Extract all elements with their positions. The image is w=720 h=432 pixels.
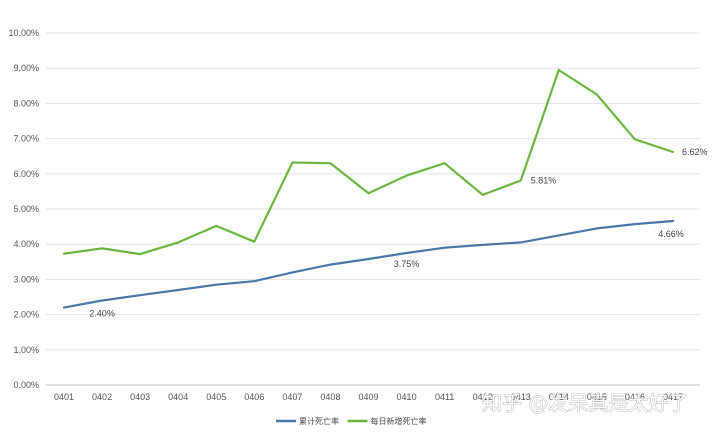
y-tick-label: 3.00% (13, 274, 39, 284)
x-axis-tick-labels: 0401 0402 0403 0404 0405 0406 0407 0408 0409 0410… (54, 392, 683, 402)
x-tick-label: 0417 (663, 392, 683, 402)
series-line-daily (62, 68, 675, 256)
x-tick-label: 0412 (473, 392, 493, 402)
y-tick-label: 10.00% (8, 28, 39, 38)
data-labels: 2.40% 3.75% 4.66% 5.81% 6.62% (89, 147, 707, 319)
y-tick-label: 6.00% (13, 169, 39, 179)
y-tick-label: 5.00% (13, 204, 39, 214)
y-tick-label: 9.00% (13, 63, 39, 73)
legend-label: 每日新增死亡率 (371, 416, 427, 426)
watermark-text: 知乎 @发呆真是太好了 (482, 391, 688, 415)
gridlines (46, 32, 700, 386)
x-tick-label: 0413 (511, 392, 531, 402)
x-tick-label: 0401 (54, 392, 74, 402)
y-tick-label: 4.00% (13, 239, 39, 249)
x-tick-label: 0410 (397, 392, 417, 402)
series-line-cumulative (62, 219, 675, 309)
legend: 累计死亡率 每日新增死亡率 (276, 416, 427, 426)
data-label: 2.40% (89, 309, 115, 319)
y-tick-label: 0.00% (13, 380, 39, 390)
legend-label: 累计死亡率 (299, 416, 339, 426)
x-tick-label: 0403 (130, 392, 150, 402)
x-tick-label: 0411 (435, 392, 454, 402)
data-label: 5.81% (531, 175, 557, 185)
x-tick-label: 0415 (587, 392, 607, 402)
data-label: 6.62% (682, 147, 708, 157)
x-tick-label: 0405 (206, 392, 226, 402)
x-tick-label: 0416 (625, 392, 645, 402)
y-tick-label: 1.00% (13, 345, 39, 355)
x-tick-label: 0414 (549, 392, 569, 402)
data-label: 3.75% (394, 259, 420, 269)
x-tick-label: 0406 (244, 392, 264, 402)
x-tick-label: 0409 (358, 392, 378, 402)
x-tick-label: 0404 (168, 392, 188, 402)
data-label: 4.66% (658, 229, 684, 239)
x-tick-label: 0402 (92, 392, 112, 402)
y-tick-label: 2.00% (13, 310, 39, 320)
y-tick-label: 8.00% (13, 98, 39, 108)
x-tick-label: 0408 (320, 392, 340, 402)
series-lines (62, 68, 675, 309)
y-axis-tick-labels: 0.00% 1.00% 2.00% 3.00% 4.00% 5.00% 6.00% 7.00%… (8, 28, 39, 390)
y-tick-label: 7.00% (13, 134, 39, 144)
x-tick-label: 0407 (282, 392, 302, 402)
